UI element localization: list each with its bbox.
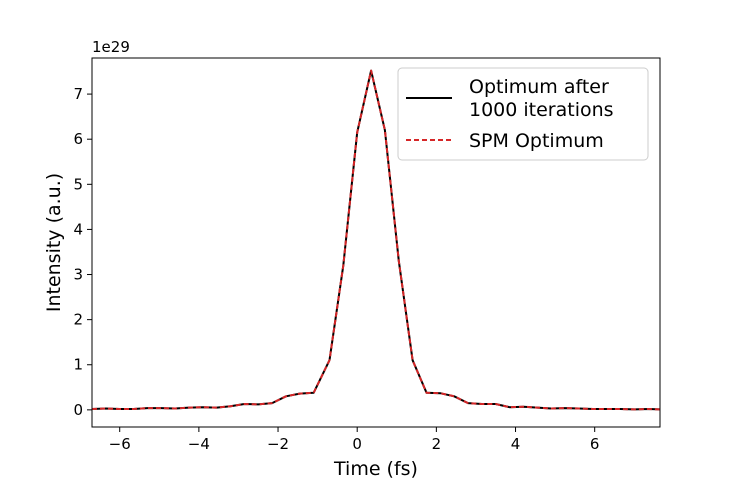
y-tick-label: 4 <box>73 220 83 238</box>
x-tick-label: 4 <box>511 435 521 453</box>
y-axis: 0 1 2 3 4 5 6 7 <box>73 85 92 419</box>
x-tick-label: 2 <box>432 435 442 453</box>
x-axis-label: Time (fs) <box>333 458 418 480</box>
plot-frame <box>91 57 661 428</box>
y-tick-label: 6 <box>73 130 83 148</box>
series-layer <box>91 69 661 411</box>
y-tick-label: 7 <box>73 85 83 103</box>
legend-box <box>397 67 649 161</box>
x-tick-label: −4 <box>188 435 210 453</box>
x-tick-label: 0 <box>352 435 362 453</box>
series-line-spm <box>91 69 661 411</box>
y-offset-label: 1e29 <box>92 38 130 56</box>
legend-label-optimum: Optimum after 1000 iterations <box>469 76 615 121</box>
y-axis-label: Intensity (a.u.) <box>43 173 65 312</box>
y-tick-label: 1 <box>73 356 83 374</box>
legend-label-spm: SPM Optimum <box>469 130 604 152</box>
y-tick-label: 0 <box>73 401 83 419</box>
legend-label-optimum-line-2: 1000 iterations <box>469 99 614 121</box>
legend-label-optimum-line-1: Optimum after <box>469 76 609 98</box>
y-tick-label: 3 <box>73 266 83 284</box>
x-axis: −6 −4 −2 0 2 4 6 <box>109 427 600 453</box>
legend: Optimum after 1000 iterations SPM Optimu… <box>397 67 649 161</box>
y-tick-label: 2 <box>73 311 83 329</box>
x-tick-label: 6 <box>590 435 600 453</box>
x-tick-label: −2 <box>267 435 289 453</box>
x-tick-label: −6 <box>109 435 131 453</box>
y-tick-label: 5 <box>73 175 83 193</box>
